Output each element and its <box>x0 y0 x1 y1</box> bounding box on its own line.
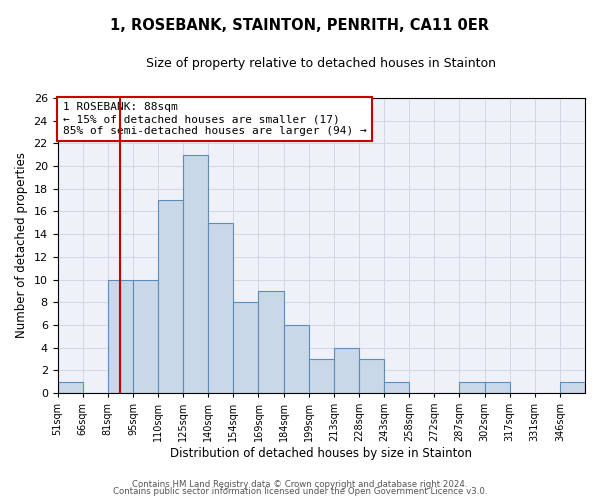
Bar <box>359 359 384 393</box>
Bar <box>384 382 409 393</box>
Text: Contains public sector information licensed under the Open Government Licence v3: Contains public sector information licen… <box>113 488 487 496</box>
Bar <box>158 200 183 393</box>
Y-axis label: Number of detached properties: Number of detached properties <box>15 152 28 338</box>
Bar <box>284 325 309 393</box>
Bar <box>58 382 83 393</box>
Bar <box>108 280 133 393</box>
Bar <box>259 291 284 393</box>
Text: 1 ROSEBANK: 88sqm
← 15% of detached houses are smaller (17)
85% of semi-detached: 1 ROSEBANK: 88sqm ← 15% of detached hous… <box>63 102 367 136</box>
Bar <box>183 155 208 393</box>
Title: Size of property relative to detached houses in Stainton: Size of property relative to detached ho… <box>146 58 496 70</box>
Bar <box>309 359 334 393</box>
Bar <box>334 348 359 393</box>
Bar <box>485 382 509 393</box>
Bar <box>208 223 233 393</box>
X-axis label: Distribution of detached houses by size in Stainton: Distribution of detached houses by size … <box>170 447 472 460</box>
Text: 1, ROSEBANK, STAINTON, PENRITH, CA11 0ER: 1, ROSEBANK, STAINTON, PENRITH, CA11 0ER <box>110 18 490 32</box>
Bar <box>460 382 485 393</box>
Text: Contains HM Land Registry data © Crown copyright and database right 2024.: Contains HM Land Registry data © Crown c… <box>132 480 468 489</box>
Bar <box>133 280 158 393</box>
Bar <box>233 302 259 393</box>
Bar <box>560 382 585 393</box>
